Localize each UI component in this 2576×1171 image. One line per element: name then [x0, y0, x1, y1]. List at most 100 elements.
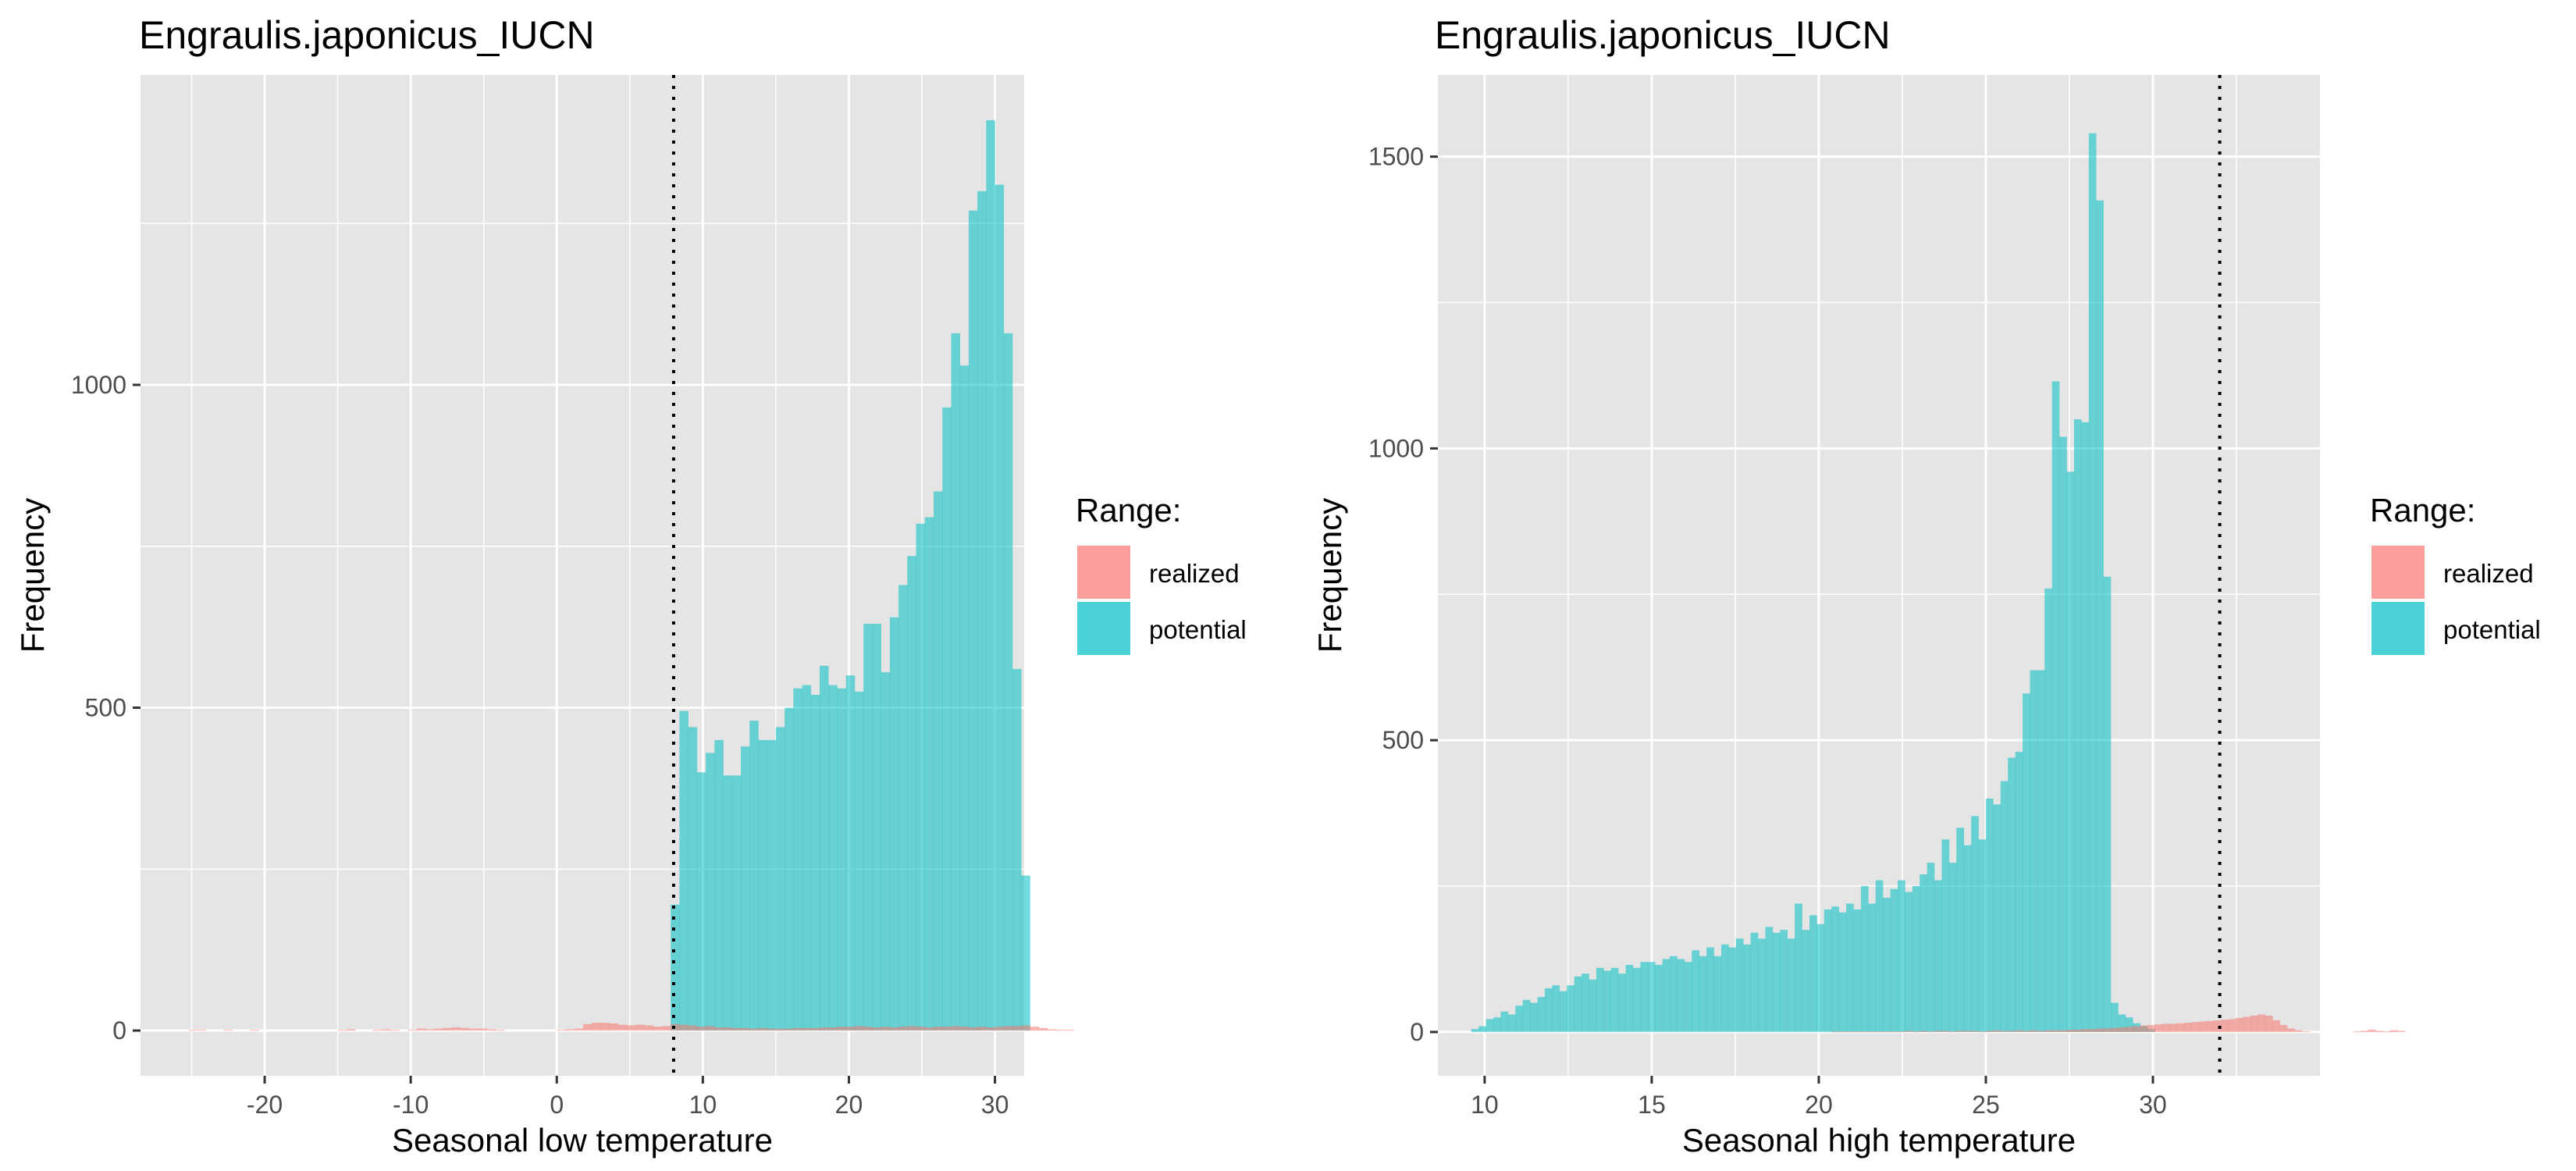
- left-bar-potential: [951, 333, 960, 1031]
- right-bar-potential: [1655, 964, 1663, 1032]
- right-bar-realized: [2287, 1028, 2295, 1032]
- left-bar-realized: [951, 1026, 960, 1031]
- right-bar-potential: [1890, 888, 1898, 1032]
- left-bar-potential: [688, 727, 698, 1031]
- right-bar-realized: [1978, 1031, 1987, 1033]
- right-bar-potential: [1493, 1017, 1501, 1032]
- left-x-tick-label: -10: [393, 1091, 429, 1119]
- left-bar-realized: [837, 1027, 847, 1031]
- right-bar-potential: [2125, 1017, 2133, 1032]
- left-bar-realized: [416, 1028, 426, 1031]
- right-bar-potential: [1478, 1026, 1486, 1032]
- right-bar-realized: [2236, 1018, 2243, 1032]
- right-bar-realized: [2199, 1021, 2207, 1032]
- left-legend: Range: realized potential: [1076, 492, 1247, 655]
- left-bar-potential: [854, 691, 864, 1031]
- right-bar-potential: [1728, 947, 1737, 1032]
- right-bar-realized: [1853, 1031, 1862, 1033]
- right-bar-potential: [1485, 1019, 1494, 1032]
- right-bar-realized: [2008, 1030, 2016, 1032]
- right-bar-potential: [1934, 880, 1942, 1032]
- left-bar-realized: [434, 1028, 443, 1031]
- right-bar-potential: [1772, 932, 1781, 1032]
- right-bar-potential: [1530, 1002, 1538, 1032]
- left-x-axis-title: Seasonal low temperature: [392, 1122, 773, 1159]
- right-bar-realized: [2088, 1029, 2097, 1032]
- left-bar-potential: [723, 775, 733, 1031]
- right-bar-potential: [1978, 839, 1987, 1032]
- right-bar-potential: [1985, 798, 1994, 1032]
- left-x-tick-label: 20: [835, 1091, 863, 1119]
- left-x-tick-label: 30: [981, 1091, 1009, 1119]
- right-bar-potential: [2103, 576, 2112, 1032]
- left-bar-realized: [468, 1028, 479, 1031]
- right-bar-potential: [2037, 670, 2045, 1032]
- right-legend: Range: realized potential: [2370, 492, 2541, 655]
- right-bar-realized: [2140, 1025, 2148, 1032]
- right-bar-potential: [1625, 964, 1634, 1032]
- right-bar-realized: [2272, 1020, 2280, 1032]
- right-bar-realized: [2044, 1030, 2053, 1032]
- right-bar-realized: [2118, 1027, 2126, 1032]
- right-bar-potential: [1720, 944, 1729, 1032]
- right-bar-realized: [2103, 1028, 2112, 1032]
- right-bar-realized: [1897, 1031, 1905, 1033]
- left-bar-realized: [767, 1028, 777, 1031]
- right-bar-realized: [1920, 1030, 1927, 1032]
- left-bar-realized: [933, 1027, 943, 1031]
- right-bar-potential: [1875, 880, 1884, 1032]
- left-bar-realized: [609, 1023, 619, 1031]
- left-bar-realized: [828, 1027, 838, 1031]
- left-bar-realized: [793, 1027, 802, 1031]
- left-bar-potential: [837, 688, 847, 1031]
- left-bar-realized: [1030, 1027, 1040, 1031]
- left-bar-realized: [425, 1029, 435, 1031]
- left-bar-realized: [749, 1028, 759, 1031]
- right-bar-realized: [2081, 1029, 2090, 1032]
- right-bar-potential: [1831, 906, 1839, 1032]
- right-y-tick-label: 1000: [1368, 434, 1424, 462]
- left-bar-realized: [451, 1027, 461, 1031]
- right-bar-potential: [2051, 381, 2060, 1032]
- left-bar-realized: [942, 1027, 952, 1031]
- right-bar-potential: [1713, 956, 1722, 1032]
- left-x-tick-label: 0: [550, 1091, 564, 1119]
- right-bar-realized: [2059, 1030, 2067, 1032]
- right-bar-potential: [1853, 909, 1862, 1032]
- right-bar-potential: [1802, 930, 1810, 1032]
- right-bar-potential: [2044, 588, 2053, 1032]
- left-bar-realized: [592, 1023, 601, 1031]
- left-bar-realized: [986, 1027, 995, 1031]
- left-legend-label-realized: realized: [1149, 559, 1240, 588]
- left-bar-realized: [977, 1027, 987, 1031]
- right-bar-potential: [2023, 693, 2030, 1032]
- left-bar-realized: [346, 1029, 356, 1031]
- left-bar-realized: [775, 1028, 785, 1031]
- left-bar-potential: [802, 685, 812, 1031]
- right-bar-realized: [2243, 1016, 2251, 1032]
- right-x-tick-label: 20: [1805, 1091, 1833, 1119]
- left-bar-realized: [968, 1027, 978, 1031]
- right-bar-potential: [1735, 938, 1744, 1032]
- right-bar-potential: [1610, 967, 1619, 1032]
- left-bar-realized: [688, 1025, 698, 1031]
- right-bar-realized: [2397, 1030, 2406, 1032]
- left-bar-realized: [644, 1025, 654, 1031]
- right-bar-potential: [2059, 436, 2067, 1032]
- right-bar-realized: [1985, 1030, 1994, 1032]
- right-bar-potential: [1706, 947, 1714, 1032]
- right-bar-realized: [2221, 1020, 2229, 1032]
- left-bar-potential: [696, 772, 706, 1031]
- right-bar-realized: [2361, 1030, 2368, 1032]
- left-bar-potential: [994, 184, 1005, 1031]
- left-bar-potential: [679, 710, 688, 1031]
- left-bar-potential: [1012, 668, 1022, 1031]
- right-bar-potential: [1500, 1011, 1509, 1032]
- right-bar-potential: [2015, 752, 2023, 1032]
- left-bar-realized: [574, 1028, 584, 1031]
- right-bar-realized: [1993, 1030, 2001, 1032]
- right-bar-potential: [1941, 839, 1950, 1032]
- left-bar-potential: [898, 585, 908, 1031]
- right-legend-label-potential: potential: [2443, 615, 2541, 644]
- right-bar-potential: [2081, 422, 2090, 1032]
